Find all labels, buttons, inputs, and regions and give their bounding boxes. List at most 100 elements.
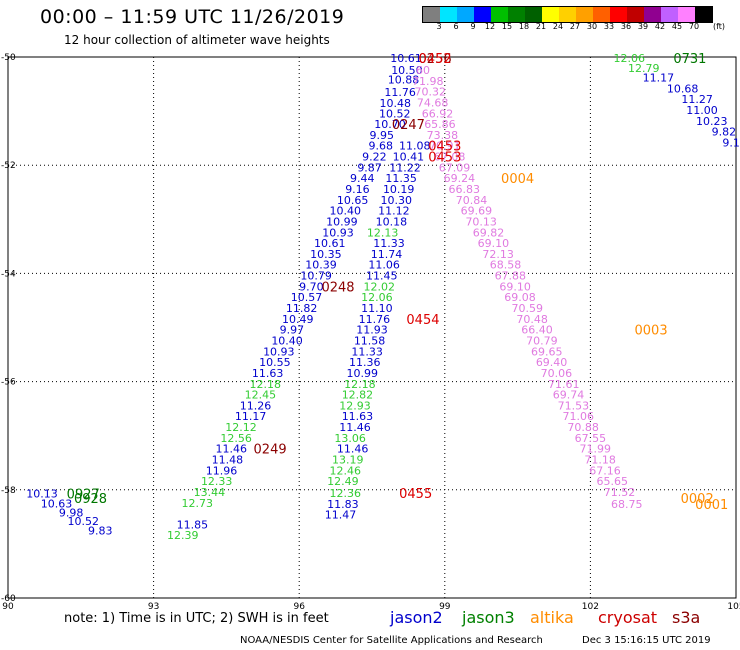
generated-time: Dec 3 15:16:15 UTC 2019 [582, 635, 711, 646]
data-label: 10.61 [390, 52, 422, 65]
data-label: 10.52 [379, 107, 411, 120]
legend-entry-jason2: jason2 [390, 608, 443, 627]
legend-entry-cryosat: cryosat [598, 608, 658, 627]
x-tick-label: 105 [727, 602, 740, 610]
data-label: 12.13 [367, 226, 399, 239]
data-label: 12.49 [327, 475, 359, 488]
data-label: 70.32 [414, 86, 446, 99]
pass-time-label: 0249 [254, 443, 287, 458]
data-label: 12.12 [225, 421, 257, 434]
colorbar-ticks: 3 6 9 12 15 18 21 24 27 30 33 36 39 42 45 70 (ft) [422, 22, 740, 34]
data-label: 10.39 [305, 259, 337, 272]
data-label: 11.96 [206, 464, 238, 477]
page-title: 00:00 – 11:59 UTC 11/26/2019 [40, 6, 345, 28]
data-label: 69.08 [504, 291, 536, 304]
data-label: 9.95 [369, 129, 394, 142]
data-label: 11.17 [235, 410, 267, 423]
data-label: 69.10 [499, 280, 531, 293]
x-tick-label: 99 [439, 602, 451, 610]
data-label: 11.12 [378, 205, 410, 218]
x-tick-label: 93 [148, 602, 159, 610]
data-label: 69.74 [553, 389, 585, 402]
data-label: 12.73 [182, 497, 214, 510]
data-label: 9.22 [362, 151, 387, 164]
x-tick-label: 102 [582, 602, 599, 610]
colorbar-tick-label: 30 [586, 22, 598, 31]
data-label: 10.35 [310, 248, 342, 261]
data-label: 11.46 [339, 421, 371, 434]
wave-height-chart: 90939699102105-50-52-54-56-58-6010.6110.… [1, 52, 740, 610]
data-label: 11.27 [681, 93, 713, 106]
pass-time-label: 0455 [399, 487, 432, 502]
data-label: 68.75 [611, 498, 643, 511]
data-label: 12.82 [342, 389, 374, 402]
data-label: 70.79 [526, 334, 558, 347]
pass-time-label: 0003 [635, 324, 668, 339]
data-label: 10.93 [322, 226, 354, 239]
data-label: 12.46 [330, 464, 362, 477]
data-label: 13.06 [334, 432, 366, 445]
data-label: 71.52 [604, 486, 636, 499]
y-tick-label: -50 [1, 53, 16, 63]
credit-text: NOAA/NESDIS Center for Satellite Applica… [240, 635, 543, 646]
data-label: 10.99 [347, 367, 379, 380]
data-label: 69.69 [461, 205, 493, 218]
data-label: 70.59 [512, 302, 544, 315]
pass-time-label: 0001 [695, 498, 728, 513]
colorbar-swatch [661, 7, 678, 22]
colorbar-tick-label: 70 [688, 22, 700, 31]
colorbar-swatch [474, 7, 491, 22]
colorbar-tick-label: 12 [484, 22, 496, 31]
colorbar-swatch [610, 7, 627, 22]
colorbar-tick-label: 24 [552, 22, 564, 31]
footer-note: note: 1) Time is in UTC; 2) SWH is in fe… [64, 611, 329, 626]
data-label: 11.00 [686, 104, 718, 117]
data-label: 67.55 [575, 432, 607, 445]
data-label: 12.06 [613, 52, 645, 65]
colorbar-unit: (ft) [712, 22, 726, 31]
colorbar-tick-label: 6 [453, 22, 459, 31]
data-label: 11.46 [337, 443, 369, 456]
data-label: 60 [416, 64, 430, 77]
data-label: 10.88 [388, 74, 420, 87]
data-label: 13.44 [194, 486, 226, 499]
x-tick-label: 90 [2, 602, 14, 610]
data-label: 10.93 [263, 345, 295, 358]
colorbar-swatch [542, 7, 559, 22]
data-label: 11.76 [384, 86, 416, 99]
data-label: 10.79 [300, 270, 332, 283]
data-label: 10.55 [259, 356, 291, 369]
data-label: 70.06 [541, 367, 573, 380]
data-label: 11.63 [342, 410, 374, 423]
data-label: 10.61 [314, 237, 346, 250]
data-label: 69.40 [536, 356, 568, 369]
data-label: 10.70 [374, 118, 406, 131]
data-label: 11.33 [373, 237, 405, 250]
data-label: 10.41 [393, 151, 425, 164]
data-label: 11.93 [356, 324, 388, 337]
data-label: 11.22 [389, 161, 421, 174]
pass-time-label: 0002 [681, 492, 714, 507]
data-label: 9.70 [299, 280, 324, 293]
data-label: 11.17 [643, 72, 675, 85]
data-label: 10.18 [376, 215, 408, 228]
data-label: 67.88 [495, 270, 527, 283]
data-label: 10.49 [282, 313, 314, 326]
data-label: 65.65 [596, 475, 628, 488]
colorbar-tick-label: 42 [654, 22, 666, 31]
colorbar-tick-label: 27 [569, 22, 581, 31]
colorbar-swatch [678, 7, 695, 22]
data-label: 10.63 [41, 497, 73, 510]
y-tick-label: -54 [1, 269, 16, 279]
pass-time-label: 0256 [419, 52, 452, 67]
data-label: 10.52 [67, 515, 99, 528]
data-label: 9.16 [345, 183, 370, 196]
colorbar-swatch [559, 7, 576, 22]
data-label: 71.99 [580, 443, 612, 456]
colorbar-swatch [423, 7, 440, 22]
data-label: 69.65 [531, 345, 563, 358]
data-label: 66.40 [521, 324, 553, 337]
data-label: 10.40 [271, 334, 303, 347]
pass-time-label: 0004 [501, 172, 534, 187]
